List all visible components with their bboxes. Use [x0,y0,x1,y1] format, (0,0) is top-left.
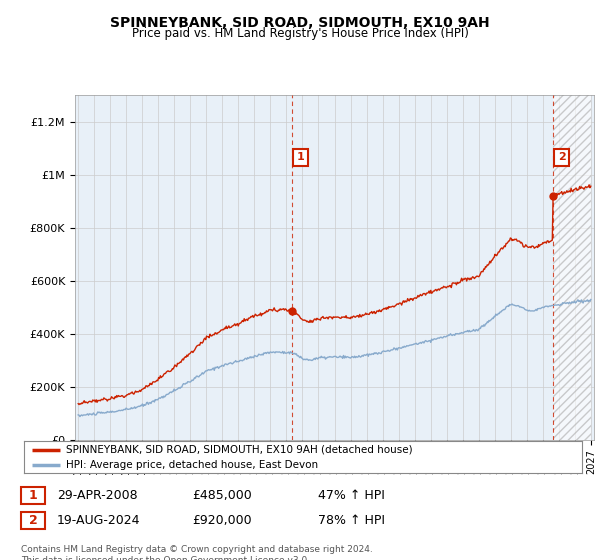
Text: 78% ↑ HPI: 78% ↑ HPI [318,514,385,528]
Text: SPINNEYBANK, SID ROAD, SIDMOUTH, EX10 9AH: SPINNEYBANK, SID ROAD, SIDMOUTH, EX10 9A… [110,16,490,30]
Text: Price paid vs. HM Land Registry's House Price Index (HPI): Price paid vs. HM Land Registry's House … [131,27,469,40]
Text: 29-APR-2008: 29-APR-2008 [57,489,137,502]
Text: 2: 2 [557,152,565,162]
Text: 2: 2 [29,514,37,528]
Text: 19-AUG-2024: 19-AUG-2024 [57,514,140,528]
Text: £920,000: £920,000 [192,514,251,528]
Text: £485,000: £485,000 [192,489,252,502]
Bar [553,95,591,440]
Text: 1: 1 [29,489,37,502]
Text: 47% ↑ HPI: 47% ↑ HPI [318,489,385,502]
Text: 1: 1 [296,152,304,162]
Text: Contains HM Land Registry data © Crown copyright and database right 2024.
This d: Contains HM Land Registry data © Crown c… [21,545,373,560]
Text: SPINNEYBANK, SID ROAD, SIDMOUTH, EX10 9AH (detached house): SPINNEYBANK, SID ROAD, SIDMOUTH, EX10 9A… [66,445,412,455]
Text: HPI: Average price, detached house, East Devon: HPI: Average price, detached house, East… [66,460,318,470]
